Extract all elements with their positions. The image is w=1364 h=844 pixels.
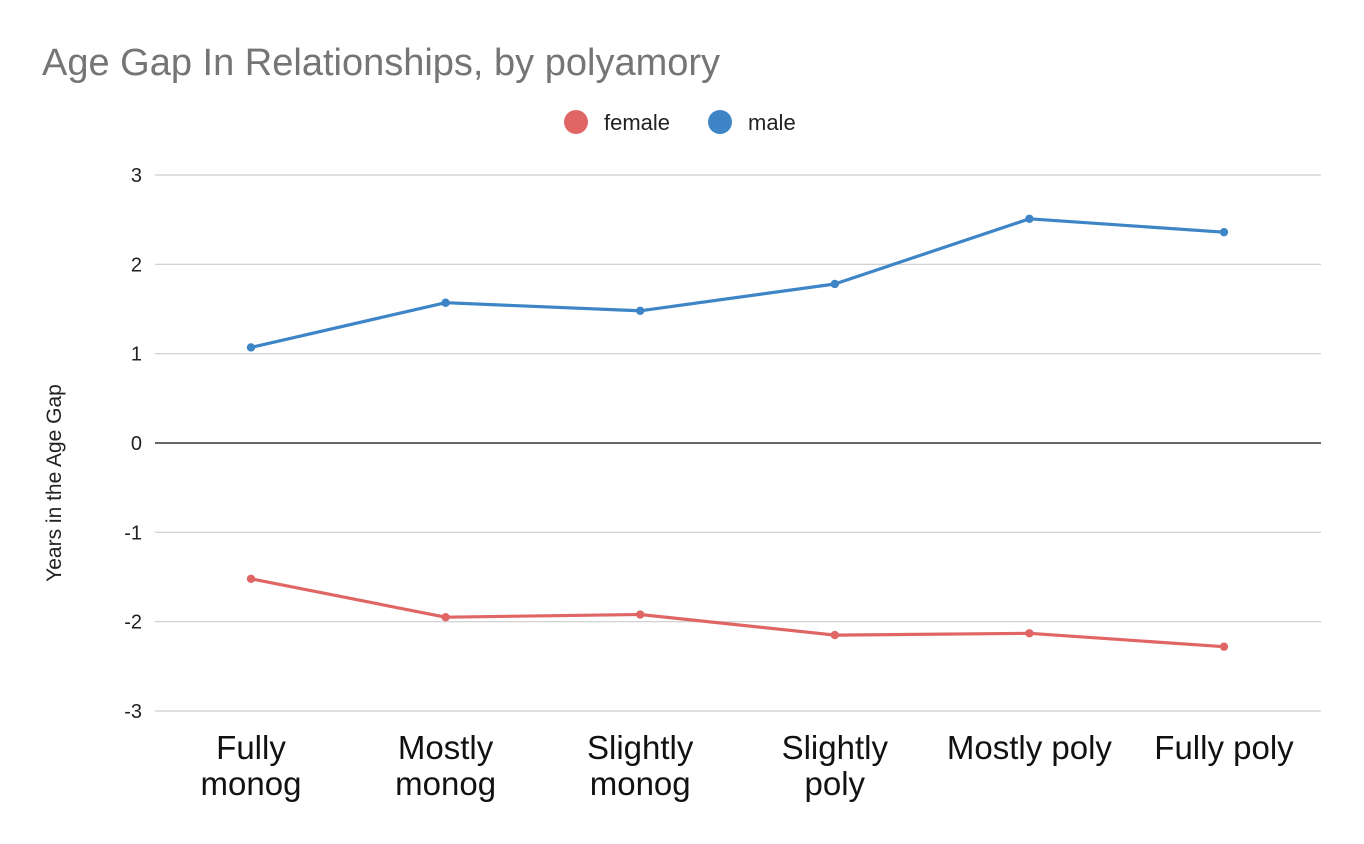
x-tick-label: Mostly monog	[395, 729, 496, 802]
data-point-female	[636, 610, 645, 619]
data-point-male	[636, 306, 645, 315]
series-line-female	[249, 577, 1226, 649]
data-point-male	[1219, 227, 1229, 237]
gridlines	[155, 174, 1321, 712]
data-series	[246, 214, 1229, 651]
x-tick-label: Mostly poly	[947, 729, 1113, 766]
data-point-female	[246, 574, 256, 583]
data-point-female	[441, 613, 450, 622]
legend: female male	[564, 110, 796, 135]
y-tick-label: 0	[131, 433, 142, 455]
x-tick-label: Slightly poly	[782, 729, 889, 802]
chart-title: Age Gap In Relationships, by polyamory	[42, 42, 720, 84]
y-tick-label: 3	[131, 165, 142, 187]
y-tick-label: -3	[124, 701, 142, 723]
y-axis-ticks: 3 2 1 0 -1 -2 -3	[124, 165, 142, 723]
legend-marker-male	[708, 110, 732, 134]
x-tick-label: Slightly monog	[587, 729, 694, 802]
legend-label-male: male	[748, 110, 796, 135]
y-tick-label: -2	[124, 612, 142, 634]
y-tick-label: 1	[131, 344, 142, 366]
y-tick-label: -1	[124, 522, 142, 544]
x-tick-label: Fully monog	[201, 729, 302, 802]
data-point-female	[1219, 642, 1229, 651]
series-line-male	[249, 217, 1226, 349]
legend-marker-female	[564, 110, 588, 134]
data-point-male	[441, 298, 450, 307]
series-male	[246, 214, 1229, 352]
data-point-male	[830, 279, 839, 289]
y-axis-label: Years in the Age Gap	[43, 384, 66, 582]
x-tick-label: Fully poly	[1154, 729, 1294, 766]
series-female	[246, 574, 1229, 651]
data-point-male	[1025, 214, 1034, 223]
data-point-female	[1025, 629, 1034, 638]
legend-label-female: female	[604, 110, 670, 135]
data-point-female	[830, 630, 839, 640]
data-point-male	[246, 343, 256, 352]
x-axis-ticks: Fully monog Mostly monog Slightly monog Slight…	[201, 729, 1295, 802]
y-tick-label: 2	[131, 254, 142, 276]
